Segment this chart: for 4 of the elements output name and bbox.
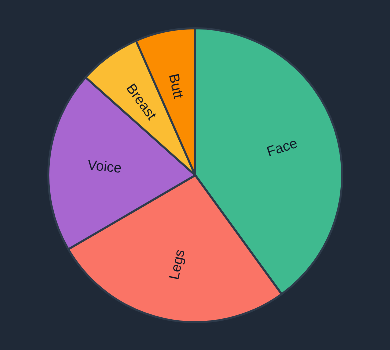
slice-label: Legs — [166, 248, 188, 282]
slice-label: Butt — [166, 72, 188, 100]
slice-label: Voice — [87, 156, 123, 176]
slice-label: Face — [264, 134, 300, 160]
